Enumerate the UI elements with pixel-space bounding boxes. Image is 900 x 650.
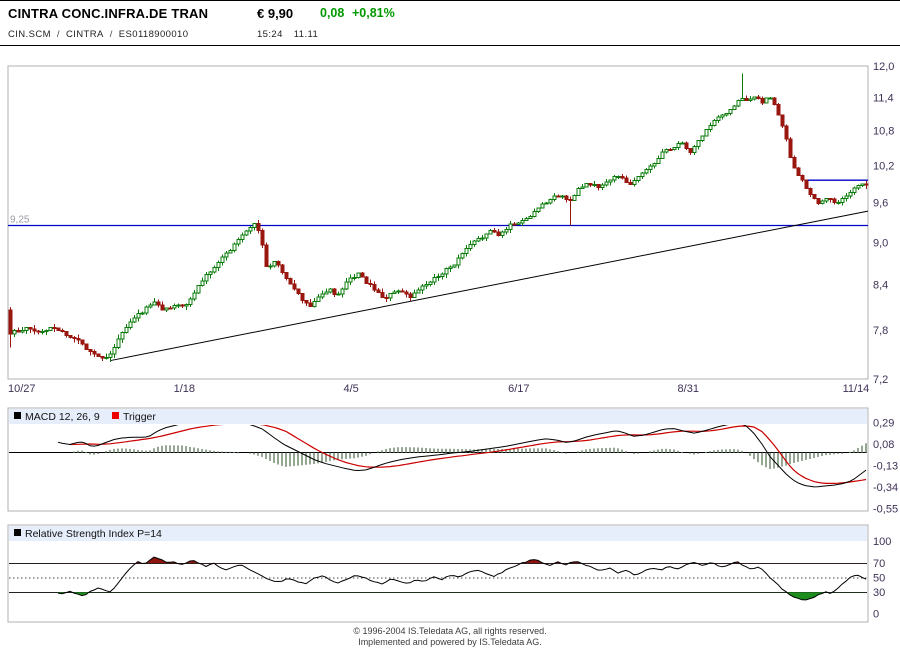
main-price-panel: 9,25 12,0 11,4 10,8 10,2 9,6 9,0 8,4 7,8 7,2 10/27… — [7, 61, 894, 395]
svg-text:0,08: 0,08 — [873, 439, 894, 451]
rsi-axis-labels: 100 70 50 30 0 — [873, 536, 891, 621]
rsi-legend-square-icon — [14, 529, 21, 536]
svg-text:4/5: 4/5 — [343, 383, 358, 395]
svg-text:70: 70 — [873, 558, 885, 570]
svg-text:-0,34: -0,34 — [873, 482, 898, 494]
svg-text:8/31: 8/31 — [678, 383, 699, 395]
svg-text:7,2: 7,2 — [873, 374, 888, 386]
macd-axis-labels: 0,29 0,08 -0,13 -0,34 -0,55 — [873, 418, 898, 516]
macd-histogram — [73, 443, 867, 470]
ticker-symbol: CIN.SCM — [8, 29, 51, 40]
macd-plot — [9, 425, 867, 488]
macd-panel: MACD 12, 26, 9 Trigger 0,29 0,08 -0,13 -0,34 -… — [7, 407, 898, 516]
price-axis-labels: 12,0 11,4 10,8 10,2 9,6 9,0 8,4 7,8 7,2 — [873, 61, 894, 386]
footer: © 1996-2004 IS.Teledata AG, all rights r… — [0, 626, 900, 648]
rsi-panel-header — [9, 526, 867, 541]
price-change-percent: +0,81% — [352, 6, 395, 20]
macd-legend-square-icon — [14, 412, 21, 419]
candles-group — [8, 73, 869, 362]
trigger-legend-label: Trigger — [123, 411, 156, 423]
date-axis-labels: 10/27 1/18 4/5 6/17 8/31 11/14 — [8, 383, 869, 395]
trigger-line-series — [69, 425, 867, 484]
rsi-legend-label: Relative Strength Index P=14 — [25, 528, 162, 540]
price-change: 0,08 — [320, 6, 345, 20]
isin-code: ES0118900010 — [118, 29, 189, 40]
separator: / — [109, 29, 113, 40]
rsi-panel: Relative Strength Index P=14 100 70 50 30 0 — [7, 524, 891, 623]
trendline — [110, 210, 869, 362]
quote-time: 15:24 — [257, 29, 283, 40]
svg-text:7,8: 7,8 — [873, 325, 888, 337]
powered-by-line: Implemented and powered by IS.Teledata A… — [358, 637, 542, 647]
last-price: € 9,90 — [257, 6, 294, 21]
svg-text:8,4: 8,4 — [873, 280, 888, 292]
rsi-overbought-fill — [135, 557, 740, 564]
svg-text:50: 50 — [873, 572, 885, 584]
macd-panel-header — [9, 409, 867, 424]
svg-text:6/17: 6/17 — [508, 383, 529, 395]
instrument-identifiers: CIN.SCM / CINTRA / ES0118900010 — [8, 29, 188, 40]
trigger-legend-square-icon — [112, 412, 119, 419]
svg-text:9,6: 9,6 — [873, 198, 888, 210]
support-line-label: 9,25 — [10, 214, 30, 225]
svg-text:9,0: 9,0 — [873, 237, 888, 249]
quote-timestamp: 15:24 11.11 — [257, 29, 318, 40]
svg-text:10/27: 10/27 — [8, 383, 36, 395]
quote-date: 11.11 — [293, 29, 319, 40]
svg-text:-0,55: -0,55 — [873, 504, 898, 516]
top-border-line — [0, 0, 900, 1]
instrument-title: CINTRA CONC.INFRA.DE TRAN — [8, 6, 209, 21]
svg-text:12,0: 12,0 — [873, 61, 894, 73]
rsi-line-series — [57, 556, 867, 601]
macd-line-series — [57, 425, 867, 488]
copyright-line: © 1996-2004 IS.Teledata AG, all rights r… — [353, 626, 547, 636]
separator: / — [56, 29, 60, 40]
svg-text:10,2: 10,2 — [873, 161, 894, 173]
svg-text:-0,13: -0,13 — [873, 461, 898, 473]
macd-legend-label: MACD 12, 26, 9 — [25, 411, 100, 423]
svg-text:1/18: 1/18 — [174, 383, 195, 395]
svg-text:10,8: 10,8 — [873, 126, 894, 138]
svg-text:100: 100 — [873, 536, 891, 548]
header-divider-line — [0, 45, 900, 46]
svg-text:11,4: 11,4 — [873, 92, 894, 104]
svg-text:0: 0 — [873, 609, 879, 621]
svg-text:0,29: 0,29 — [873, 418, 894, 430]
svg-text:11/14: 11/14 — [843, 383, 870, 395]
svg-text:30: 30 — [873, 587, 885, 599]
short-name: CINTRA — [65, 29, 104, 40]
